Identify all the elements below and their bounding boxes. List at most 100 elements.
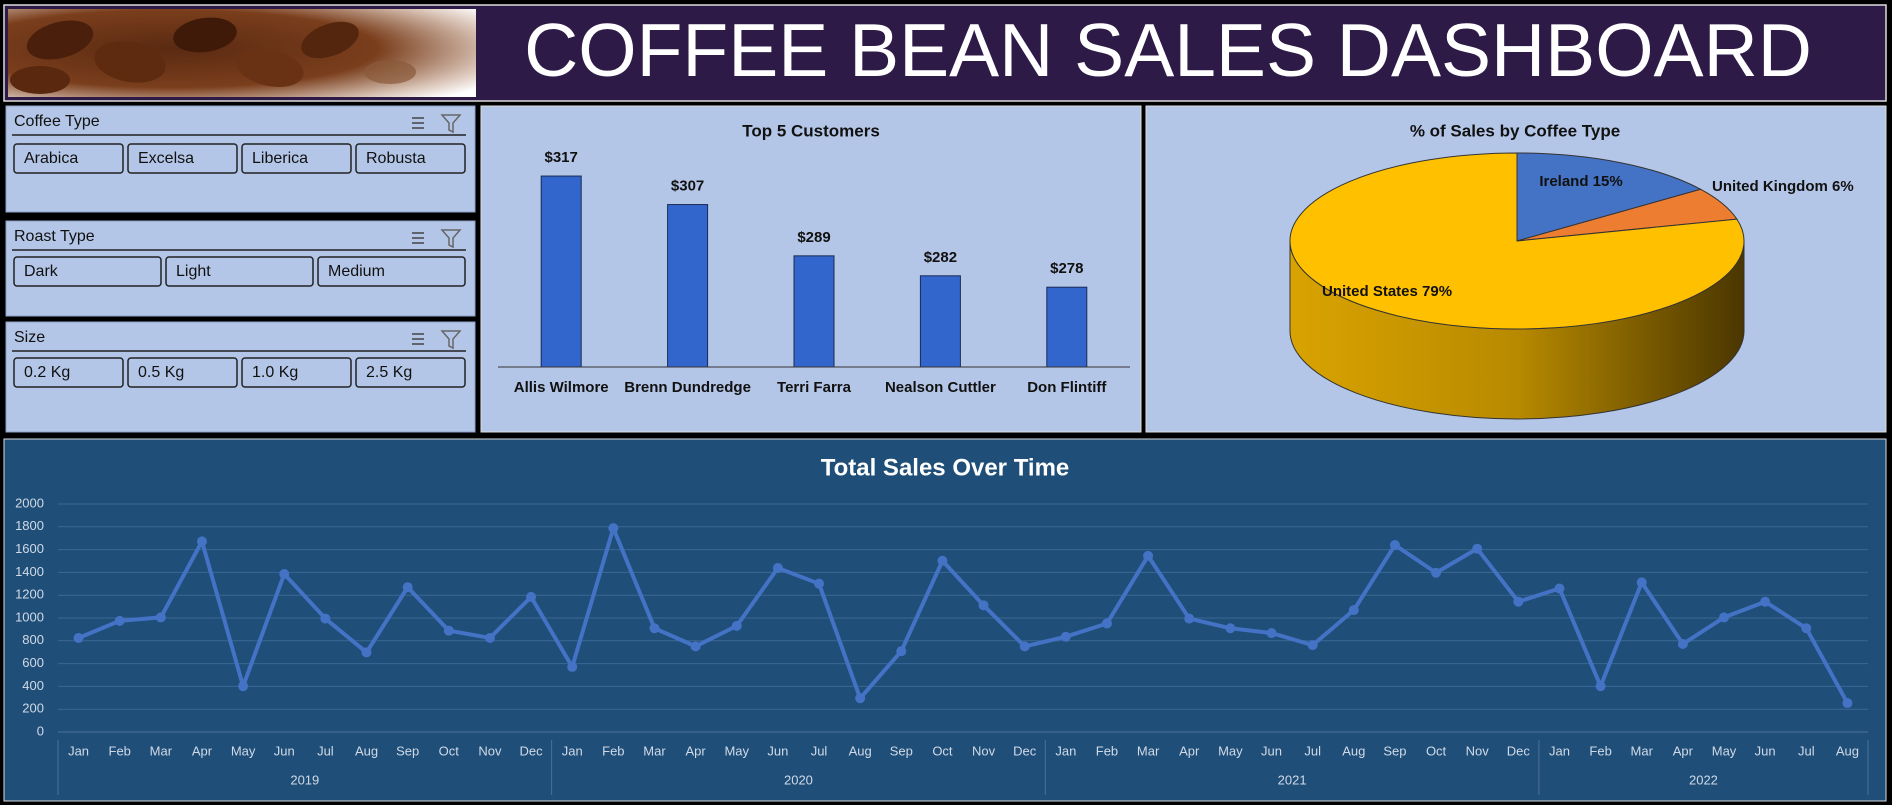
sales-point <box>649 623 660 634</box>
sales-point <box>567 661 578 672</box>
y-tick-label: 0 <box>37 723 44 738</box>
x-tick-label: Dec <box>1013 743 1037 758</box>
year-label: 2022 <box>1689 772 1718 787</box>
slicer-button[interactable] <box>355 357 466 388</box>
sales-point <box>1636 577 1647 588</box>
x-tick-label: Mar <box>1137 743 1160 758</box>
clear-filter-icon[interactable] <box>440 114 462 134</box>
header-image <box>8 9 476 97</box>
chart-title: Top 5 Customers <box>742 121 880 140</box>
sales-point <box>608 523 619 534</box>
slicer-button[interactable] <box>127 357 238 388</box>
data-label: $289 <box>797 229 830 246</box>
x-tick-label: Dec <box>520 743 544 758</box>
x-tick-label: Apr <box>1673 743 1694 758</box>
x-tick-label: Sep <box>890 743 913 758</box>
data-label: United States 79% <box>1322 283 1452 300</box>
x-tick-label: Jun <box>767 743 788 758</box>
x-tick-label: Apr <box>1179 743 1200 758</box>
slicer-button-label: Light <box>176 263 211 280</box>
x-tick-label: Aug <box>355 743 378 758</box>
slicer-button[interactable] <box>13 143 124 174</box>
sales-point <box>855 693 866 704</box>
sales-point <box>1348 605 1359 616</box>
x-tick-label: Brenn Dundredge <box>624 379 751 396</box>
sales-point <box>73 632 84 643</box>
slicer-button[interactable] <box>241 357 352 388</box>
x-tick-label: Nealson Cuttler <box>885 379 996 396</box>
sales-point <box>690 641 701 652</box>
y-tick-label: 1000 <box>15 609 44 624</box>
slicer-button-label: Arabica <box>24 150 78 167</box>
x-tick-label: Nov <box>1466 743 1490 758</box>
sales-point <box>484 632 495 643</box>
year-label: 2021 <box>1278 772 1307 787</box>
slicer-button-label: Medium <box>328 263 385 280</box>
sales-point <box>1101 618 1112 629</box>
x-tick-label: May <box>724 743 749 758</box>
y-tick-label: 600 <box>22 655 44 670</box>
clear-filter-icon[interactable] <box>440 330 462 350</box>
y-tick-label: 1800 <box>15 518 44 533</box>
sales-point <box>320 613 331 624</box>
slicer-title: Coffee Type <box>14 113 100 130</box>
sales-point <box>731 620 742 631</box>
slicer-button[interactable] <box>241 143 352 174</box>
slicer-button-label: Liberica <box>252 150 308 167</box>
bar <box>540 175 582 368</box>
slicer-title: Size <box>14 329 45 346</box>
slicer-button-label: 2.5 Kg <box>366 364 412 381</box>
x-tick-label: Oct <box>439 743 460 758</box>
x-tick-label: Mar <box>643 743 666 758</box>
y-tick-label: 400 <box>22 678 44 693</box>
sales-point <box>1019 641 1030 652</box>
sales-point <box>1389 540 1400 551</box>
sales-point <box>1801 623 1812 634</box>
sales-point <box>402 582 413 593</box>
bar <box>667 204 709 368</box>
sales-point <box>361 647 372 658</box>
sales-point <box>1842 698 1853 709</box>
sales-point <box>1307 640 1318 651</box>
pie-slice <box>1516 152 1702 242</box>
sales-point <box>1225 623 1236 634</box>
x-tick-label: Jan <box>68 743 89 758</box>
x-tick-label: May <box>1712 743 1737 758</box>
x-tick-label: Sep <box>396 743 419 758</box>
x-tick-label: Jul <box>1304 743 1321 758</box>
slicer-button[interactable] <box>127 143 238 174</box>
clear-filter-icon[interactable] <box>440 229 462 249</box>
slicer-button-label: Excelsa <box>138 150 194 167</box>
sales-point <box>1266 628 1277 639</box>
sales-point <box>526 591 537 602</box>
sales-point <box>1431 567 1442 578</box>
sales-point <box>238 681 249 692</box>
sales-point <box>1719 612 1730 623</box>
slicer-button[interactable] <box>165 256 314 287</box>
y-tick-label: 2000 <box>15 495 44 510</box>
chart-title: % of Sales by Coffee Type <box>1410 121 1620 140</box>
slicer-button-label: 1.0 Kg <box>252 364 298 381</box>
data-label: United Kingdom 6% <box>1712 178 1854 195</box>
x-tick-label: Feb <box>1096 743 1118 758</box>
slicer-button[interactable] <box>13 357 124 388</box>
slicer-button[interactable] <box>317 256 466 287</box>
slicer-button[interactable] <box>13 256 162 287</box>
x-tick-label: Feb <box>1589 743 1611 758</box>
bar <box>793 255 835 368</box>
y-tick-label: 1400 <box>15 564 44 579</box>
y-tick-label: 800 <box>22 632 44 647</box>
bar <box>919 275 961 368</box>
sales-point <box>937 555 948 566</box>
sales-point <box>196 536 207 547</box>
x-tick-label: Mar <box>150 743 173 758</box>
x-tick-label: Allis Wilmore <box>514 379 609 396</box>
sales-point <box>279 568 290 579</box>
x-tick-label: May <box>231 743 256 758</box>
slicer-button[interactable] <box>355 143 466 174</box>
x-tick-label: Sep <box>1383 743 1406 758</box>
data-label: $307 <box>671 178 704 195</box>
x-tick-label: Mar <box>1631 743 1654 758</box>
x-tick-label: Jan <box>562 743 583 758</box>
x-tick-label: Nov <box>478 743 502 758</box>
